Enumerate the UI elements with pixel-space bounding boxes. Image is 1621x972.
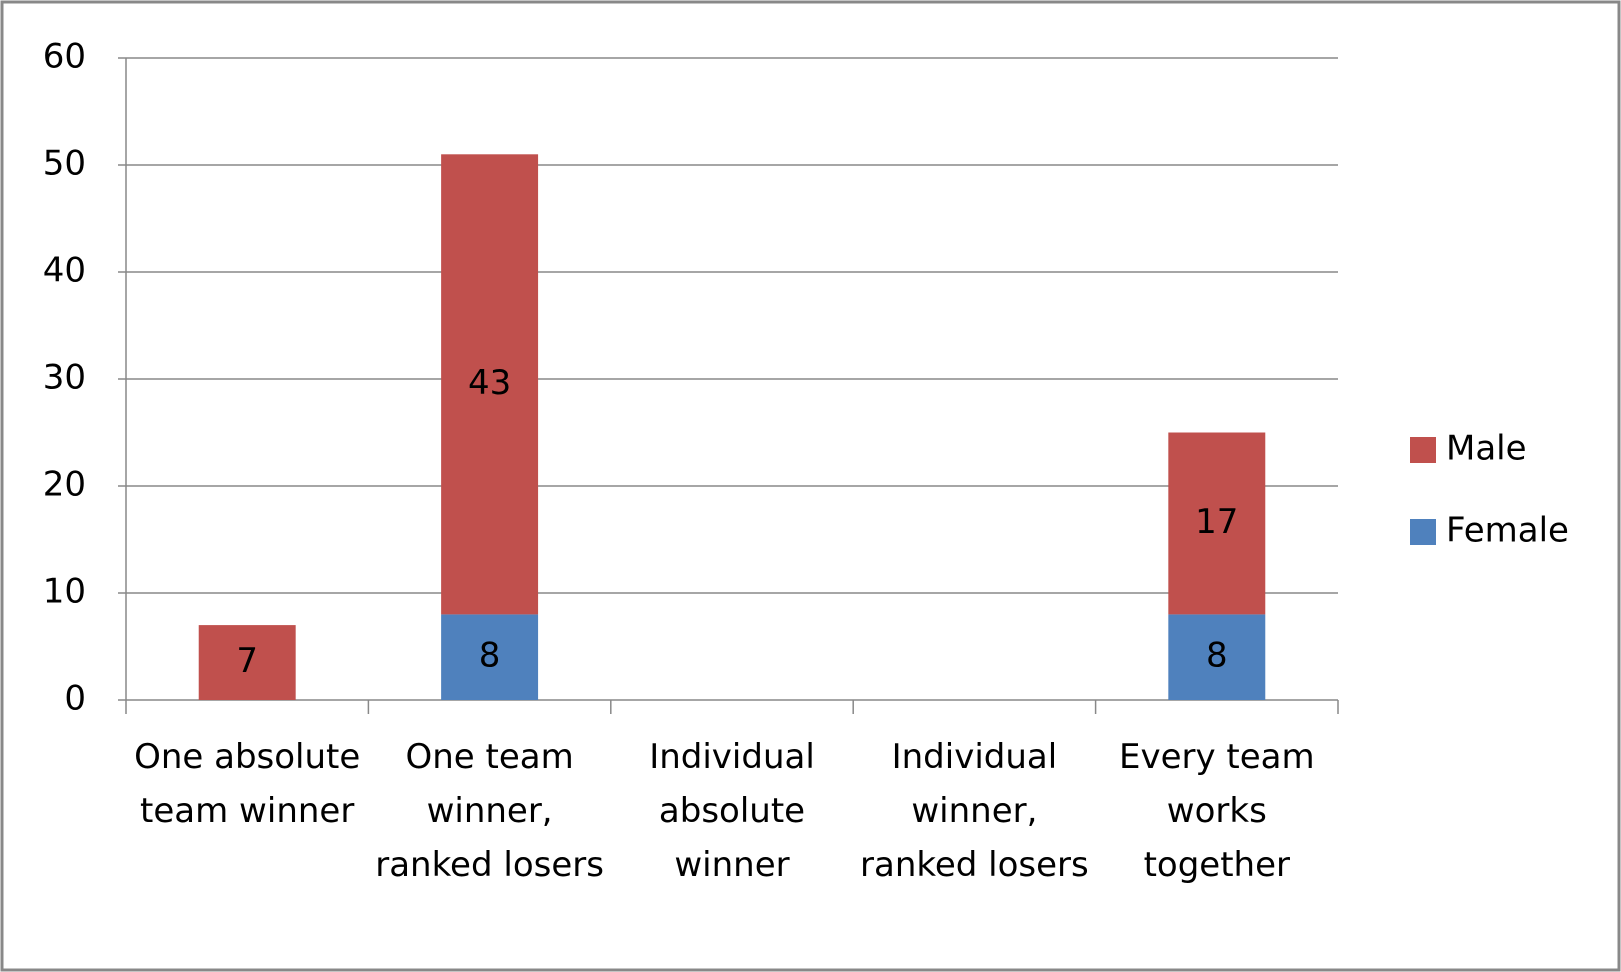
- data-label: 43: [468, 363, 511, 403]
- data-label: 17: [1195, 502, 1238, 542]
- bar-segment: [1168, 432, 1266, 615]
- y-tick-label: 20: [43, 465, 86, 505]
- x-tick-label: One team winner, ranked losers: [375, 737, 604, 885]
- bar-segment: [198, 625, 296, 700]
- y-tick-label: 10: [43, 572, 86, 612]
- data-label: 8: [1206, 636, 1228, 676]
- y-tick-label: 0: [64, 679, 86, 719]
- legend-label: Male: [1446, 429, 1527, 469]
- legend-swatch: [1410, 519, 1436, 545]
- bar-segment: [1168, 614, 1266, 700]
- y-tick-label: 50: [43, 144, 86, 184]
- x-tick-label: Every team works together: [1118, 737, 1315, 885]
- y-tick-label: 40: [43, 251, 86, 291]
- x-tick-label: One absolute team winner: [134, 737, 361, 831]
- data-label: 7: [236, 641, 258, 681]
- bar-segment: [441, 614, 539, 700]
- legend-label: Female: [1446, 511, 1569, 551]
- x-tick-label: Individual winner, ranked losers: [860, 737, 1089, 885]
- y-tick-label: 60: [43, 37, 86, 77]
- legend-swatch: [1410, 437, 1436, 463]
- bar-segment: [441, 154, 539, 615]
- y-tick-label: 30: [43, 358, 86, 398]
- data-label: 8: [479, 636, 501, 676]
- x-tick-label: Individual absolute winner: [649, 737, 815, 885]
